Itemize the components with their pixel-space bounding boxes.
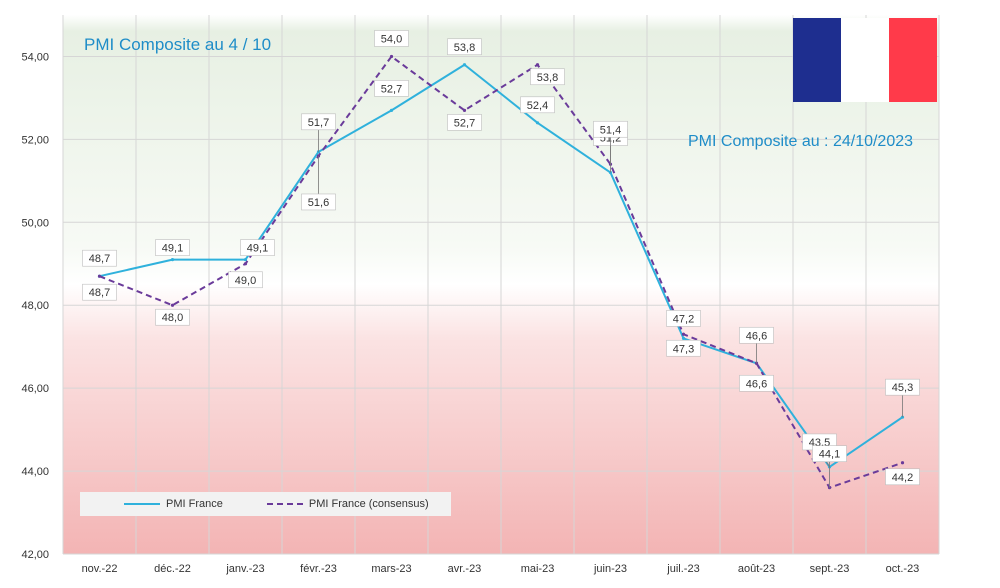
x-tick-label: juil.-23	[666, 563, 699, 575]
data-label: 51,6	[308, 197, 329, 209]
data-label-box	[812, 445, 847, 462]
data-label: 48,0	[162, 312, 183, 324]
y-tick-label: 50,00	[21, 217, 49, 229]
chart-legend: PMI France PMI France (consensus)	[80, 492, 451, 516]
data-labels: 48,749,1 49,151,752,753,852,451,247,246,6…	[82, 30, 920, 488]
data-label: 46,6	[746, 378, 767, 390]
data-label: 45,3	[892, 382, 913, 394]
x-tick-label: juin-23	[593, 563, 627, 575]
data-point	[535, 63, 540, 67]
data-label-box	[155, 308, 190, 326]
y-axis: 42,00 44,00 46,00 48,00 50,00 52,00 54,00	[21, 51, 49, 561]
data-point	[900, 461, 905, 465]
y-tick-label: 44,00	[21, 466, 49, 478]
data-label: 53,8	[454, 42, 475, 54]
data-label: 49,1	[247, 243, 268, 255]
data-label-box	[447, 114, 482, 131]
x-tick-label: avr.-23	[448, 563, 482, 575]
data-label-box	[374, 30, 409, 47]
data-label-box	[739, 326, 774, 344]
data-label-box	[228, 271, 263, 289]
data-label: 52,7	[381, 83, 402, 95]
data-label-box	[82, 283, 117, 301]
data-label-box	[885, 468, 920, 486]
data-label-box	[739, 374, 774, 392]
legend-item-pmi-france: PMI France	[124, 498, 223, 510]
y-tick-label: 54,00	[21, 51, 49, 63]
data-label-box	[240, 239, 275, 256]
data-label-box	[301, 193, 336, 211]
legend-swatch-dashed	[266, 503, 303, 505]
data-label-box	[593, 120, 628, 138]
data-label-box	[374, 80, 409, 97]
legend-label: PMI France (consensus)	[308, 498, 429, 510]
data-point	[243, 262, 248, 266]
data-label-box	[447, 38, 482, 56]
data-label: 48,7	[89, 253, 110, 265]
data-point	[462, 108, 467, 112]
flag-white-stripe	[841, 18, 889, 102]
data-label: 47,3	[673, 343, 694, 355]
chart-subtitle: PMI Composite au : 24/10/2023	[688, 133, 914, 150]
data-label-box	[666, 339, 701, 357]
x-tick-label: sept.-23	[810, 563, 850, 575]
data-label-box	[82, 249, 117, 267]
x-tick-label: nov.-22	[82, 563, 118, 575]
x-tick-label: août-23	[738, 563, 775, 575]
legend-swatch-solid	[124, 503, 160, 505]
y-tick-label: 46,00	[21, 383, 49, 395]
data-label: 48,7	[89, 287, 110, 299]
chart-title: PMI Composite au 4 / 10	[84, 35, 272, 54]
x-tick-label: janv.-23	[225, 563, 264, 575]
data-point	[170, 303, 175, 307]
data-label-box	[301, 113, 336, 131]
x-tick-label: mai-23	[521, 563, 555, 575]
flag-blue-stripe	[793, 18, 841, 102]
x-axis: nov.-22 déc.-22 janv.-23 févr.-23 mars-23 avr…	[82, 563, 920, 575]
data-point	[681, 336, 686, 340]
data-label-box	[155, 239, 190, 256]
data-point	[243, 258, 248, 262]
data-label: 49,1	[162, 243, 183, 255]
data-point	[462, 63, 467, 67]
data-point	[389, 108, 394, 112]
x-tick-label: déc.-22	[154, 563, 191, 575]
french-flag-icon	[793, 18, 937, 102]
data-point	[170, 258, 175, 262]
data-label-box	[530, 68, 565, 86]
data-point	[389, 54, 394, 59]
data-label-box	[666, 310, 701, 327]
data-label: 46,6	[746, 330, 767, 342]
data-label: 52,7	[454, 117, 475, 129]
data-label: 52,4	[527, 100, 548, 112]
x-tick-label: mars-23	[371, 563, 411, 575]
legend-item-pmi-consensus: PMI France (consensus)	[266, 498, 429, 510]
data-point	[535, 121, 540, 125]
y-tick-label: 42,00	[21, 549, 49, 561]
data-label-box	[520, 96, 555, 114]
data-label: 54,0	[381, 33, 402, 45]
y-tick-label: 52,00	[21, 134, 49, 146]
flag-red-stripe	[889, 18, 937, 102]
data-label: 51,4	[600, 124, 621, 136]
data-label: 44,1	[819, 449, 840, 461]
x-tick-label: févr.-23	[300, 563, 337, 575]
y-tick-label: 48,00	[21, 300, 49, 312]
data-label: 49,0	[235, 275, 256, 287]
data-label: 51,7	[308, 117, 329, 129]
legend-label: PMI France	[166, 498, 223, 510]
data-point	[97, 274, 102, 278]
data-label-box	[885, 378, 920, 396]
x-tick-label: oct.-23	[886, 563, 920, 575]
data-label: 44,2	[892, 472, 913, 484]
data-label: 53,8	[537, 72, 558, 84]
data-label: 47,2	[673, 313, 694, 325]
data-point	[681, 332, 686, 336]
